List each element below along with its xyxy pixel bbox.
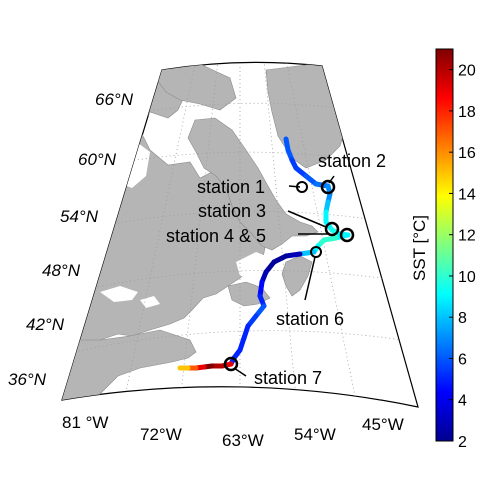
colorbar-tick-label: 8 xyxy=(458,310,467,327)
station-leaders xyxy=(233,175,335,377)
station-6-label: station 6 xyxy=(276,309,344,329)
lon-label-45: 45°W xyxy=(362,415,404,434)
lat-label-42: 42°N xyxy=(26,315,65,334)
colorbar-tick-label: 16 xyxy=(458,145,476,162)
station-3-marker xyxy=(324,221,340,237)
colorbar-tick-label: 6 xyxy=(458,351,467,368)
station-6-marker xyxy=(310,246,322,258)
station-2-label: station 2 xyxy=(318,151,386,171)
lon-label-81: 81 °W xyxy=(62,413,108,432)
colorbar-tick-label: 4 xyxy=(458,393,467,410)
station-45-marker xyxy=(339,227,355,243)
station-7-label: station 7 xyxy=(254,368,322,388)
lon-label-72: 72°W xyxy=(140,425,182,444)
colorbar-tick-label: 20 xyxy=(458,63,476,80)
colorbar-tick-label: 18 xyxy=(458,104,476,121)
colorbar-tick-label: 2 xyxy=(458,434,467,451)
lat-label-60: 60°N xyxy=(78,150,117,169)
station-45-label: station 4 & 5 xyxy=(166,226,266,246)
lat-label-54: 54°N xyxy=(60,207,99,226)
lon-label-63: 63°W xyxy=(222,431,264,450)
colorbar-tick-label: 14 xyxy=(458,186,476,203)
colorbar-ramp xyxy=(435,48,454,442)
colorbar-ticks: 2 4 6 8 10 12 14 16 18 20 xyxy=(449,63,476,451)
colorbar: 2 4 6 8 10 12 14 16 18 20 SST [°C] xyxy=(410,48,476,451)
colorbar-label: SST [°C] xyxy=(410,215,429,281)
station-7-marker xyxy=(223,356,239,372)
newfoundland-land xyxy=(281,255,313,297)
lon-label-54: 54°W xyxy=(294,425,336,444)
latitude-labels: 66°N 60°N 54°N 48°N 42°N 36°N xyxy=(8,90,134,389)
baffin-land xyxy=(149,63,237,111)
longitude-labels: 81 °W 72°W 63°W 54°W 45°W xyxy=(62,413,404,450)
lat-label-66: 66°N xyxy=(95,90,134,109)
station-2-marker xyxy=(320,179,336,195)
lat-label-36: 36°N xyxy=(8,370,47,389)
station-1-label: station 1 xyxy=(197,177,265,197)
colorbar-tick-label: 12 xyxy=(458,228,476,245)
colorbar-tick-label: 10 xyxy=(458,269,476,286)
labrador-land xyxy=(187,117,319,251)
lat-label-48: 48°N xyxy=(42,261,81,280)
station-3-label: station 3 xyxy=(198,201,266,221)
